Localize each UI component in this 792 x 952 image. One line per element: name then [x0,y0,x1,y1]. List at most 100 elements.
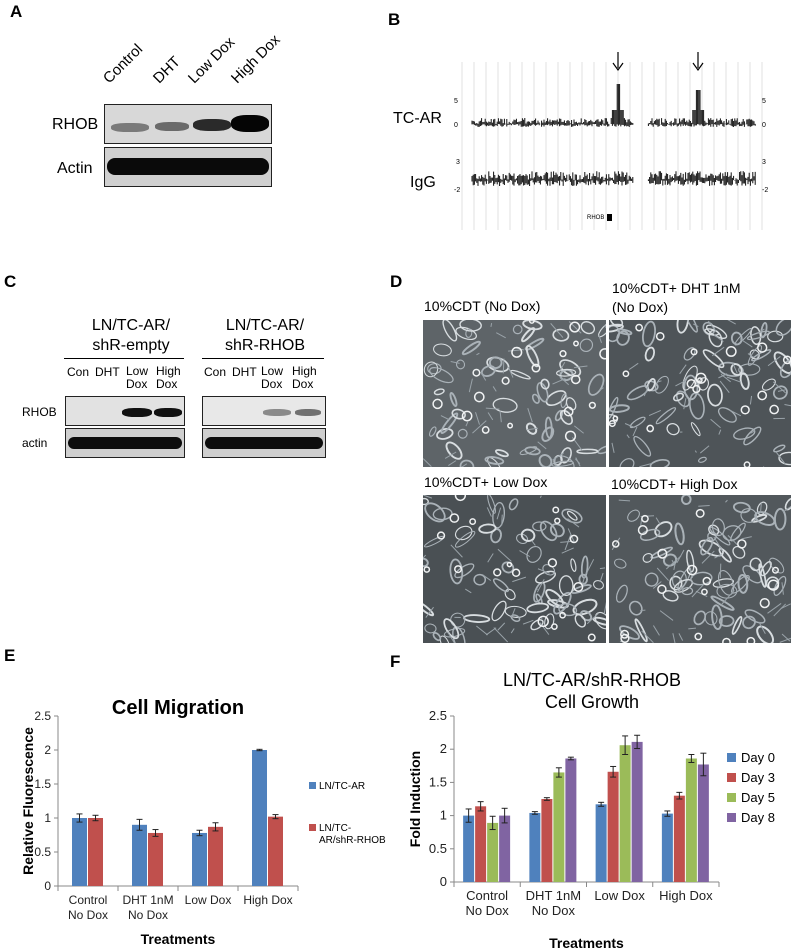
cell-process [767,356,781,367]
cell-process [652,581,662,589]
row-label-actin: actin [22,436,48,450]
cell-shape [642,320,656,348]
cell-process [694,450,697,453]
group-underline [64,358,184,359]
cell-process [512,576,527,583]
rounded-cell [767,579,780,591]
cell-process [522,619,534,625]
cell-process [480,371,487,381]
cell-process [604,325,606,329]
cell-shape [646,378,656,392]
lane-line: High [292,364,317,378]
cell-shape [773,575,787,596]
lane-line: Dox [292,377,314,391]
legend-label: AR/shR-RHOB [319,835,386,846]
rounded-cell [657,584,667,594]
cell-process [683,398,687,410]
blot-actin-a [104,147,272,187]
cell-process [507,366,514,378]
cell-shape [510,614,521,623]
cell-shape [558,603,578,617]
cell-process [508,349,522,352]
cell-process [465,421,469,427]
cell-process [423,554,427,559]
cell-process [727,535,739,547]
rounded-cell [511,568,521,578]
cell-shape [525,422,538,435]
cell-shape [423,361,439,378]
rounded-cell [782,355,791,365]
cell-process [496,332,506,339]
cell-process [659,610,674,621]
igg-signal-track [471,171,756,186]
cell-shape [424,502,446,523]
cell-shape [576,448,599,455]
rounded-cell [725,345,737,357]
legend-label: LN/TC-AR [319,781,365,792]
cell-process [720,373,731,383]
cell-shape [443,628,466,638]
rounded-cell [737,539,747,549]
cell-shape [488,356,503,369]
cell-shape [433,388,445,396]
cell-process [561,547,574,554]
cell-shape [744,609,766,624]
cell-process [475,412,480,425]
cell-shape [524,446,541,456]
band [154,408,182,417]
cell-process [510,628,515,634]
cell-shape [520,528,536,542]
cell-shape [767,330,784,343]
rounded-cell [461,410,473,422]
legend-swatch [727,773,736,782]
cell-shape [650,546,674,559]
cell-shape [676,320,690,334]
bar [565,758,577,882]
igg-scale-bottom: -2 [454,187,460,194]
cell-shape [443,618,460,640]
cell-shape [688,392,705,420]
cell-shape [555,368,577,377]
rounded-cell [588,401,596,409]
cell-process [487,553,494,563]
cell-shape [451,408,466,420]
category-label: High Dox [243,893,292,907]
cell-shape [743,426,762,446]
rounded-cell [432,398,443,410]
cell-shape [492,397,518,413]
cell-shape [423,497,429,506]
cell-process [499,410,502,423]
tc-scale-zero-right: 0 [762,122,766,129]
y-tick-label: 1.5 [429,774,447,789]
caption-no-dox: (No Dox) [612,299,669,315]
cell-shape [712,578,735,588]
lane-label-low-dox: Low Dox [126,365,148,391]
cell-shape [459,459,475,467]
band [231,115,269,132]
cell-shape [708,524,720,536]
rounded-cell [609,419,616,428]
cell-process [711,346,725,357]
cell-shape [439,635,450,643]
cell-process [648,409,662,417]
cell-shape [553,455,575,467]
lane-label-low-dox: Low Dox [261,365,283,391]
tc-scale-top-right: 5 [762,98,766,105]
cell-shape [756,625,775,643]
y-tick-label: 1 [44,811,51,825]
cell-shape [487,495,496,514]
cell-process [599,387,604,391]
track-label-igg: IgG [410,174,436,191]
cell-shape [538,454,553,467]
category-label: DHT 1nM [122,893,173,907]
track-label-tc-ar: TC-AR [393,110,442,127]
cell-process [497,622,506,631]
rounded-cell [554,517,561,524]
cell-shape [490,528,502,544]
rounded-cell [702,576,712,586]
cell-process [678,633,684,641]
cell-shape [525,344,540,368]
cell-shape [758,563,767,588]
panel-label-d: D [390,272,403,291]
cell-process [749,395,753,405]
